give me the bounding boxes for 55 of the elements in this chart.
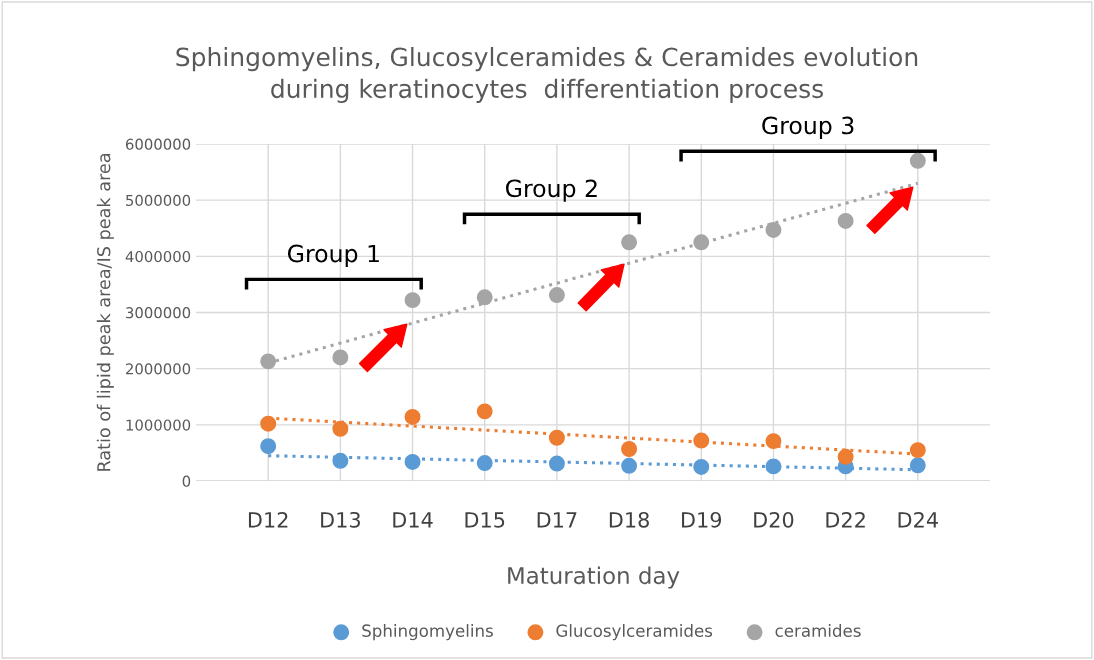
point	[909, 457, 926, 474]
point	[260, 438, 277, 455]
x-tick-label: D18	[609, 511, 649, 528]
y-tick-label: 5000000	[126, 194, 191, 207]
x-tick-label: D15	[465, 512, 505, 528]
point	[909, 152, 926, 169]
point	[548, 287, 565, 304]
point	[621, 457, 638, 474]
x-tick-label: D13	[321, 511, 360, 528]
point	[621, 441, 638, 457]
y-tick-label: 6000000	[125, 138, 191, 150]
x-axis-title: Maturation day	[508, 566, 680, 589]
point	[693, 432, 710, 449]
x-tick-label: D17	[537, 512, 577, 528]
point	[693, 458, 710, 475]
point	[765, 458, 782, 475]
x-tick-label: D12	[248, 511, 288, 528]
point	[837, 448, 854, 465]
point	[260, 415, 277, 432]
y-axis-title: Ratio of lipid peak area/IS peak area	[96, 154, 114, 471]
point	[476, 403, 493, 420]
point	[765, 433, 782, 450]
point	[476, 455, 493, 472]
legend-label: ceramides	[775, 624, 861, 637]
annotation: Group 1	[287, 244, 379, 268]
y-tick-label: 3000000	[126, 307, 191, 319]
y-tick-label: 4000000	[125, 250, 191, 263]
point	[621, 234, 638, 251]
legend-label: Glucosylceramides	[556, 624, 713, 641]
point	[404, 453, 421, 470]
point	[332, 349, 349, 366]
point	[332, 420, 349, 437]
annotation: Group 2	[505, 179, 597, 202]
point	[476, 289, 493, 306]
x-tick-label: D19	[682, 511, 722, 528]
y-tick-label: 2000000	[126, 363, 191, 375]
y-tick-label: 0	[182, 475, 191, 487]
point	[548, 429, 565, 446]
point	[837, 212, 854, 229]
point	[260, 353, 277, 370]
text: Group 3	[762, 116, 854, 139]
point	[909, 442, 926, 459]
point	[765, 221, 782, 238]
point	[404, 408, 421, 425]
x-tick-label: D20	[754, 511, 794, 528]
chart-title: Sphingomyelins, Glucosylceramides & Ceramides evolution during keratinocytes differentiation process	[176, 47, 918, 103]
x-tick-label: D24	[898, 511, 938, 528]
x-tick-label: D22	[826, 511, 865, 528]
y-tick-label: 1000000	[126, 419, 191, 431]
x-tick-label: D14	[393, 512, 433, 528]
point	[548, 455, 565, 472]
point	[332, 452, 349, 469]
legend-label: Sphingomyelins	[362, 624, 493, 641]
point	[693, 234, 710, 251]
point	[404, 292, 421, 309]
